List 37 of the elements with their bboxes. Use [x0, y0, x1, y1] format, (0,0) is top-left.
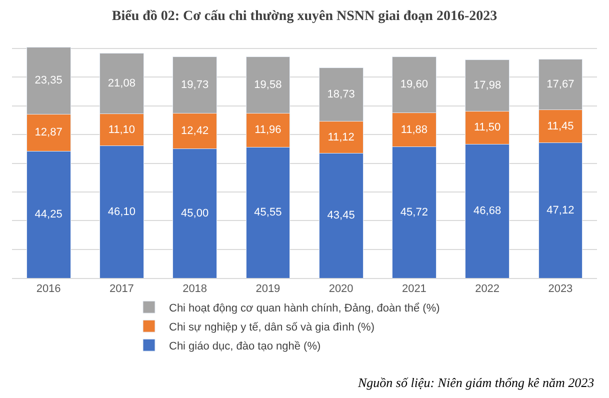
- data-label: 45,72: [400, 206, 428, 218]
- data-label: 45,55: [254, 206, 282, 219]
- x-tick-label: 2020: [328, 283, 354, 296]
- data-label: 11,10: [108, 124, 136, 136]
- data-label: 11,50: [474, 122, 501, 134]
- data-label: 17,67: [546, 78, 574, 91]
- x-tick-label: 2016: [36, 283, 61, 296]
- data-label: 19,58: [254, 78, 282, 91]
- legend-label: Chi giáo dục, đào tạo nghề (%): [169, 340, 321, 352]
- data-label: 19,73: [181, 78, 209, 91]
- data-label: 12,42: [181, 125, 209, 138]
- x-tick-label: 2017: [109, 283, 134, 296]
- data-label: 17,98: [474, 79, 502, 92]
- data-label: 11,96: [254, 124, 282, 136]
- x-tick-label: 2021: [402, 283, 426, 296]
- chart-title: Biểu đồ 02: Cơ cấu chi thường xuyên NSNN giai đoạn 2016-2023: [112, 8, 498, 24]
- data-label: 18,73: [327, 88, 355, 101]
- x-tick-label: 2019: [256, 283, 280, 296]
- data-label: 43,45: [327, 210, 355, 222]
- data-label: 12,87: [34, 126, 62, 139]
- data-label: 19,60: [400, 78, 428, 91]
- x-tick-label: 2023: [548, 283, 573, 296]
- legend-label: Chi hoạt động cơ quan hành chính, Đảng, đoàn thể (%): [169, 302, 440, 314]
- data-label: 45,00: [181, 207, 209, 220]
- data-label: 11,45: [547, 120, 574, 132]
- x-tick-label: 2018: [182, 283, 208, 296]
- text: Nguồn số liệu: Niên giám thống kê năm 2023: [357, 375, 595, 390]
- legend-label: Chi sự nghiệp y tế, dân số và gia đình (%): [169, 321, 374, 334]
- x-tick-label: 2022: [475, 283, 500, 296]
- data-label: 23,35: [34, 74, 62, 87]
- data-label: 46,68: [474, 205, 502, 218]
- data-label: 46,10: [108, 206, 136, 218]
- data-label: 21,08: [108, 78, 136, 90]
- data-label: 47,12: [546, 204, 574, 216]
- data-label: 44,25: [34, 208, 62, 221]
- data-label: 11,12: [328, 131, 354, 144]
- data-label: 11,88: [400, 124, 428, 136]
